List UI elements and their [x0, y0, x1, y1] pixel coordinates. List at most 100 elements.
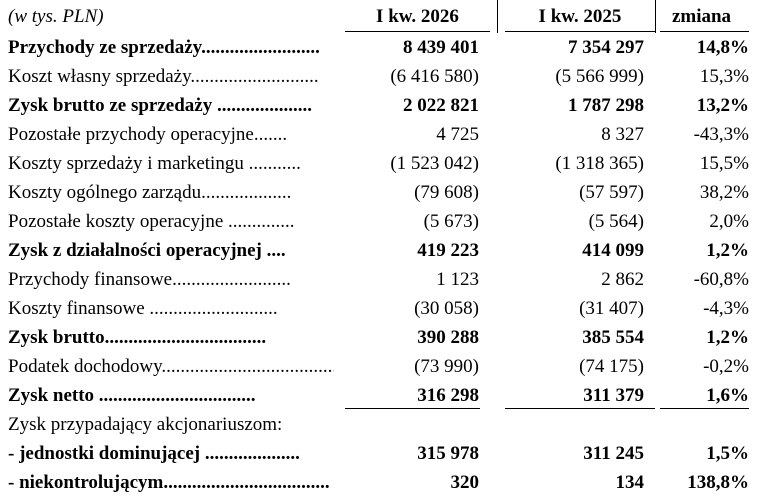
value-current: 8 439 401: [403, 36, 479, 58]
value-change: -4,3%: [703, 297, 749, 319]
row-label-text: Koszty finansowe .......................…: [8, 297, 278, 319]
total-underline: [505, 408, 655, 409]
value-current: (6 416 580): [390, 65, 479, 87]
attribution-title-row: Zysk przypadający akcjonariuszom:: [0, 410, 757, 439]
value-change: 2,0%: [709, 210, 749, 232]
table-row: Koszt własny sprzedaży..................…: [0, 62, 757, 91]
table-row: Koszty sprzedaży i marketingu ..........…: [0, 149, 757, 178]
table-row: Zysk brutto ze sprzedaży ...............…: [0, 91, 757, 120]
row-label: Pozostałe koszty operacyjne ............…: [8, 207, 334, 236]
row-label: - niekontrolującym......................…: [8, 468, 334, 497]
column-header-change: zmiana: [671, 5, 732, 27]
table-row: Pozostałe przychody operacyjne....... 4 7…: [0, 120, 757, 149]
row-label-text: Koszt własny sprzedaży..................…: [8, 65, 319, 87]
table-row: - niekontrolującym......................…: [0, 468, 757, 497]
value-previous: 8 327: [601, 123, 644, 145]
row-label-text: Zysk z działalności operacyjnej ....: [8, 239, 286, 261]
table-body: Przychody ze sprzedaży..................…: [0, 33, 757, 410]
value-previous: 311 379: [583, 384, 644, 406]
value-previous: (1 318 365): [555, 152, 644, 174]
row-label-text: Przychody ze sprzedaży..................…: [8, 36, 320, 58]
value-change: -43,3%: [693, 123, 749, 145]
table-row: Koszty ogólnego zarządu.................…: [0, 178, 757, 207]
table-row: Podatek dochodowy.......................…: [0, 352, 757, 381]
value-change: 13,2%: [696, 94, 749, 116]
value-current: (5 673): [423, 210, 479, 232]
unit-note: (w tys. PLN): [8, 0, 334, 33]
value-previous: (74 175): [579, 355, 644, 377]
row-label: Koszty sprzedaży i marketingu ..........…: [8, 149, 334, 178]
value-change: 1,6%: [706, 384, 749, 406]
row-label: Podatek dochodowy.......................…: [8, 352, 334, 381]
row-label-text: Koszty ogólnego zarządu.................…: [8, 181, 292, 203]
row-label: Zysk netto .............................…: [8, 381, 334, 410]
value-previous: 7 354 297: [568, 36, 644, 58]
value-current: 1 123: [436, 268, 479, 290]
table-row: Zysk z działalności operacyjnej .... 419 …: [0, 236, 757, 265]
value-previous: 414 099: [582, 239, 644, 261]
value-current: 419 223: [417, 239, 479, 261]
value-previous: 134: [615, 471, 645, 493]
row-label-text: Pozostałe koszty operacyjne ............…: [8, 210, 295, 232]
value-previous: 311 245: [583, 442, 644, 464]
value-previous: (5 566 999): [555, 65, 644, 87]
unit-note-text: (w tys. PLN): [8, 5, 104, 27]
value-previous: 385 554: [582, 326, 644, 348]
value-previous: 2 862: [601, 268, 644, 290]
row-label-text: Koszty sprzedaży i marketingu ..........…: [8, 152, 301, 174]
row-label: Koszt własny sprzedaży..................…: [8, 62, 334, 91]
row-label: Zysk z działalności operacyjnej ....: [8, 236, 334, 265]
total-underline: [660, 408, 749, 409]
value-previous: (5 564): [588, 210, 644, 232]
attribution-body: - jednostki dominującej ................…: [0, 439, 757, 497]
row-label-text: Podatek dochodowy.......................…: [8, 355, 334, 377]
table-header: (w tys. PLN) I kw. 2026 I kw. 2025 zmian…: [0, 0, 757, 33]
value-change: 15,5%: [699, 152, 749, 174]
value-previous: (57 597): [579, 181, 644, 203]
row-label-text: Zysk brutto ze sprzedaży ...............…: [8, 94, 312, 116]
value-current: 390 288: [417, 326, 479, 348]
table-row: - jednostki dominującej ................…: [0, 439, 757, 468]
value-change: 1,2%: [706, 239, 749, 261]
attribution-title-text: Zysk przypadający akcjonariuszom:: [8, 413, 283, 435]
value-current: 316 298: [417, 384, 479, 406]
value-previous: (31 407): [579, 297, 644, 319]
column-header-current: I kw. 2026: [376, 5, 459, 27]
row-label: Koszty finansowe .......................…: [8, 294, 334, 323]
row-label-text: Przychody finansowe.....................…: [8, 268, 291, 290]
value-current: 4 725: [436, 123, 479, 145]
table-row: Pozostałe koszty operacyjne ............…: [0, 207, 757, 236]
value-change: 1,5%: [706, 442, 749, 464]
row-label: Pozostałe przychody operacyjne.......: [8, 120, 334, 149]
value-current: (1 523 042): [390, 152, 479, 174]
table-row: Zysk netto .............................…: [0, 381, 757, 410]
value-current: 315 978: [417, 442, 479, 464]
table-row: Zysk brutto.............................…: [0, 323, 757, 352]
value-change: 14,8%: [696, 36, 749, 58]
attribution-title: Zysk przypadający akcjonariuszom:: [8, 410, 334, 439]
header-underline-current: [345, 31, 490, 32]
column-separator: [655, 0, 656, 33]
row-label: Przychody finansowe.....................…: [8, 265, 334, 294]
table-row: Koszty finansowe .......................…: [0, 294, 757, 323]
row-label: Przychody ze sprzedaży..................…: [8, 33, 334, 62]
row-label: Zysk brutto ze sprzedaży ...............…: [8, 91, 334, 120]
value-change: 15,3%: [699, 65, 749, 87]
row-label-text: Zysk netto .............................…: [8, 384, 256, 406]
row-label-text: Zysk brutto.............................…: [8, 326, 267, 348]
header-underline-previous: [505, 31, 655, 32]
value-change: 38,2%: [699, 181, 749, 203]
value-current: (30 058): [414, 297, 479, 319]
value-current: (73 990): [414, 355, 479, 377]
value-current: 2 022 821: [403, 94, 479, 116]
total-underline: [345, 408, 480, 409]
column-header-previous: I kw. 2025: [538, 5, 622, 27]
row-label-text: Pozostałe przychody operacyjne.......: [8, 123, 288, 145]
value-current: (79 608): [414, 181, 479, 203]
value-current: 320: [450, 471, 480, 493]
row-label: - jednostki dominującej ................…: [8, 439, 334, 468]
row-label: Zysk brutto.............................…: [8, 323, 334, 352]
value-change: -0,2%: [703, 355, 749, 377]
value-previous: 1 787 298: [568, 94, 644, 116]
